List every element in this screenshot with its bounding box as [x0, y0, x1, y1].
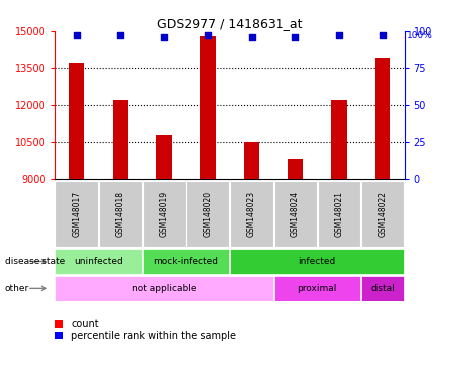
Bar	[375, 58, 390, 179]
Point	[379, 32, 386, 38]
Text: uninfected: uninfected	[74, 257, 123, 266]
Text: distal: distal	[370, 284, 395, 293]
Text: GSM148019: GSM148019	[159, 191, 169, 237]
Point	[160, 33, 168, 40]
Text: infected: infected	[299, 257, 336, 266]
Bar	[55, 249, 142, 274]
Bar	[332, 100, 346, 179]
Point	[248, 33, 255, 40]
Text: 100%: 100%	[407, 31, 433, 40]
Bar	[69, 63, 84, 179]
Title: GDS2977 / 1418631_at: GDS2977 / 1418631_at	[157, 17, 302, 30]
Text: GSM148023: GSM148023	[247, 191, 256, 237]
Bar	[55, 320, 63, 328]
Text: GSM148024: GSM148024	[291, 191, 300, 237]
Bar	[200, 36, 215, 179]
Bar	[230, 181, 273, 247]
Text: mock-infected: mock-infected	[153, 257, 219, 266]
Point	[292, 33, 299, 40]
Bar	[186, 181, 229, 247]
Bar	[361, 181, 404, 247]
Bar	[99, 181, 142, 247]
Bar	[55, 332, 63, 339]
Bar	[361, 276, 404, 301]
Bar	[230, 249, 404, 274]
Text: disease state: disease state	[5, 257, 65, 266]
Bar	[113, 100, 128, 179]
Text: not applicable: not applicable	[132, 284, 196, 293]
Text: GSM148021: GSM148021	[334, 191, 344, 237]
Point	[335, 32, 343, 38]
Text: GSM148018: GSM148018	[116, 191, 125, 237]
Point	[117, 32, 124, 38]
Text: GSM148020: GSM148020	[203, 191, 213, 237]
Bar	[55, 276, 273, 301]
Text: other: other	[5, 284, 29, 293]
Bar	[244, 142, 259, 179]
Bar	[143, 249, 229, 274]
Bar	[288, 159, 303, 179]
Text: proximal: proximal	[298, 284, 337, 293]
Text: GSM148017: GSM148017	[72, 191, 81, 237]
Bar	[274, 276, 360, 301]
Text: count: count	[71, 319, 99, 329]
Bar	[55, 181, 98, 247]
Point	[204, 32, 212, 38]
Bar	[318, 181, 360, 247]
Bar	[157, 136, 172, 179]
Bar	[274, 181, 317, 247]
Text: percentile rank within the sample: percentile rank within the sample	[71, 331, 236, 341]
Bar	[143, 181, 186, 247]
Text: GSM148022: GSM148022	[378, 191, 387, 237]
Point	[73, 32, 80, 38]
